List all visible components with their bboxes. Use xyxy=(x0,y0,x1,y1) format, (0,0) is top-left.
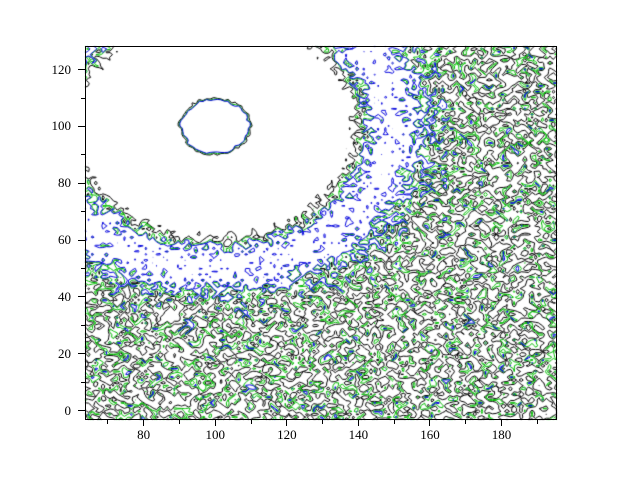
y-major-tick-mark xyxy=(78,296,85,298)
x-minor-tick-mark xyxy=(465,420,467,424)
x-minor-tick-mark xyxy=(322,420,324,424)
x-minor-tick-mark xyxy=(536,420,538,424)
x-tick-label: 180 xyxy=(491,427,512,442)
y-minor-tick-mark xyxy=(81,381,85,383)
x-tick-label: 80 xyxy=(137,427,151,442)
x-major-tick-mark xyxy=(214,420,216,426)
y-major-tick-mark xyxy=(78,125,85,127)
y-tick-label: 20 xyxy=(58,345,71,361)
x-major-tick-mark xyxy=(501,420,503,426)
x-tick-label: 100 xyxy=(205,427,226,442)
y-minor-tick-mark xyxy=(81,324,85,326)
x-minor-tick-mark xyxy=(250,420,252,424)
y-tick-label: 0 xyxy=(64,402,72,418)
x-minor-tick-mark xyxy=(107,420,109,424)
y-tick-label: 40 xyxy=(58,288,71,304)
x-minor-tick-mark xyxy=(178,420,180,424)
x-major-tick-mark xyxy=(429,420,431,426)
y-tick-label: 80 xyxy=(58,175,71,191)
x-major-tick-mark xyxy=(143,420,145,426)
x-major-tick-mark xyxy=(286,420,288,426)
y-major-tick-mark xyxy=(78,239,85,241)
x-minor-tick-mark xyxy=(393,420,395,424)
x-tick-label: 120 xyxy=(277,427,297,442)
y-major-tick-mark xyxy=(78,410,85,412)
x-tick-label: 160 xyxy=(420,427,440,442)
y-major-tick-mark xyxy=(78,182,85,184)
x-tick-label: 140 xyxy=(348,427,369,442)
y-tick-label: 60 xyxy=(58,232,71,248)
y-minor-tick-mark xyxy=(81,154,85,156)
y-minor-tick-mark xyxy=(81,268,85,270)
y-minor-tick-mark xyxy=(81,97,85,99)
x-major-tick-mark xyxy=(357,420,359,426)
y-major-tick-mark xyxy=(78,353,85,355)
y-minor-tick-mark xyxy=(81,211,85,213)
y-major-tick-mark xyxy=(78,69,85,71)
y-tick-label: 100 xyxy=(51,118,72,134)
y-tick-label: 120 xyxy=(51,61,72,77)
